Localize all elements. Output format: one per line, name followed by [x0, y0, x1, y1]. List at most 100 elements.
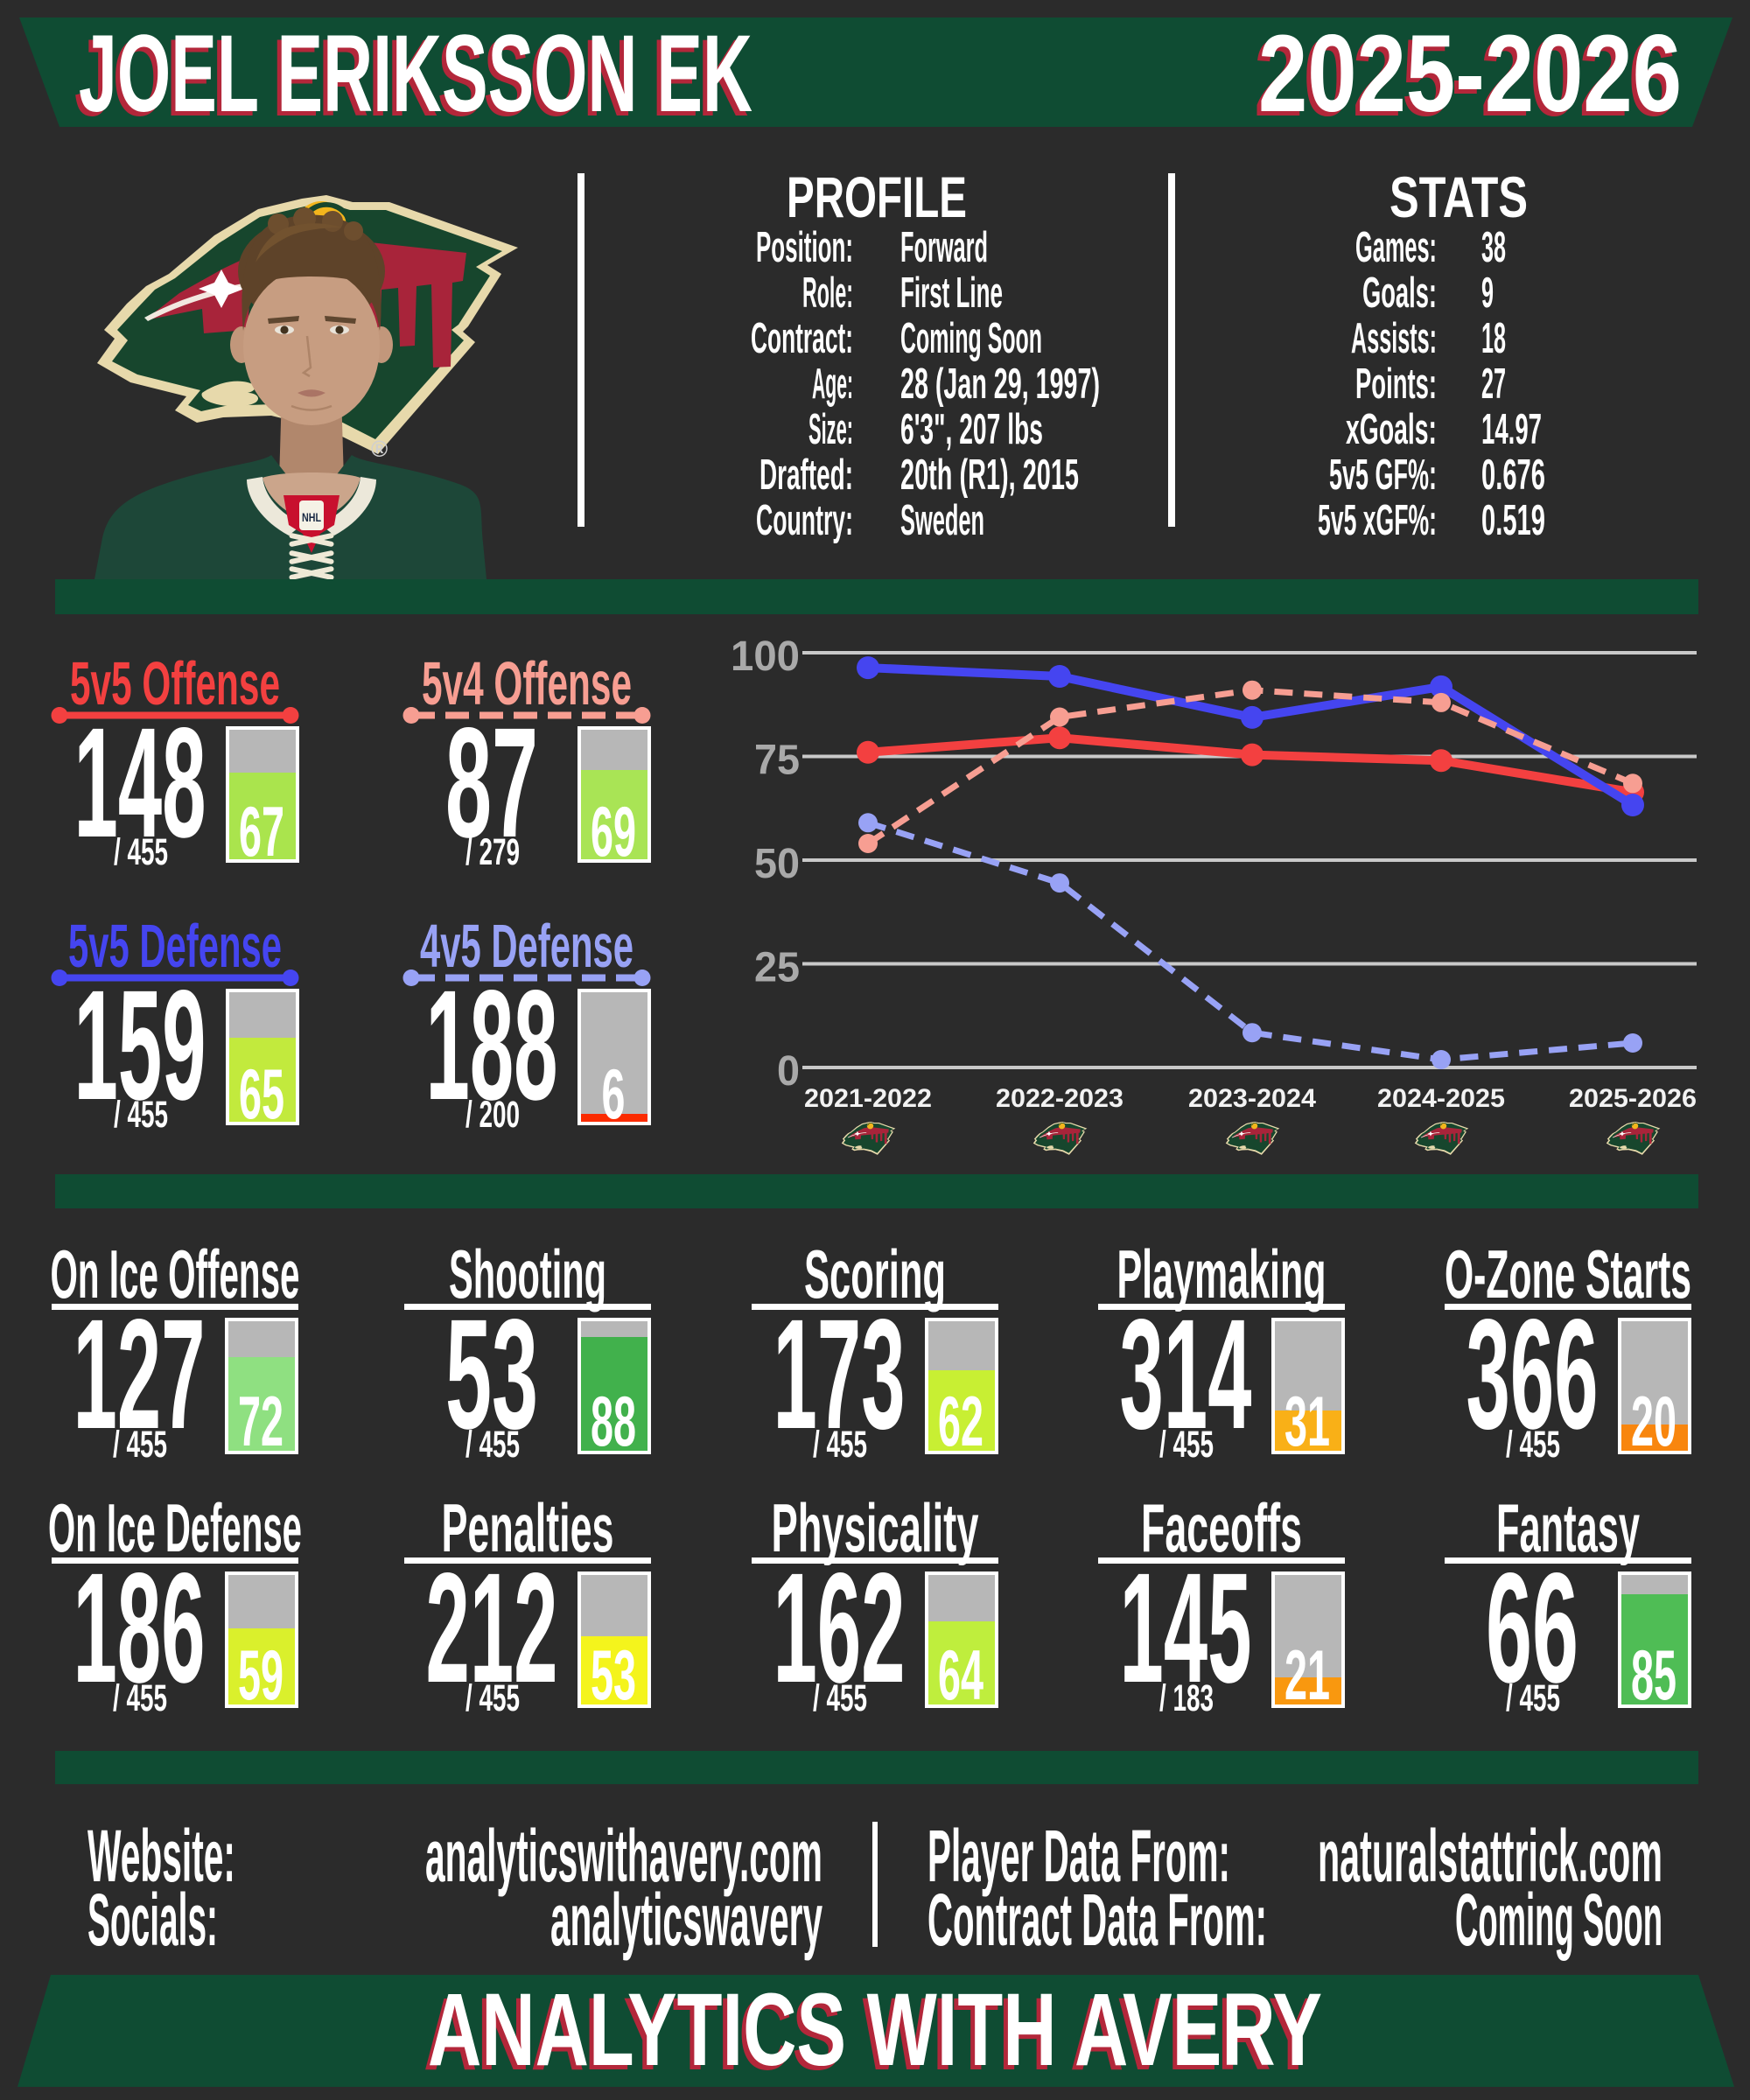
svg-text:186: 186: [74, 1540, 206, 1715]
svg-text:6'3", 207 lbs: 6'3", 207 lbs: [900, 406, 1043, 453]
svg-text:87: 87: [445, 695, 538, 870]
svg-text:Assists:: Assists:: [1351, 315, 1437, 362]
svg-text:Goals:: Goals:: [1362, 270, 1437, 317]
svg-text:xGoals:: xGoals:: [1346, 406, 1437, 453]
svg-text:/ 455: / 455: [113, 1424, 167, 1466]
svg-text:/ 455: / 455: [1506, 1424, 1560, 1466]
svg-text:Country:: Country:: [756, 497, 853, 544]
svg-text:ANALYTICS WITH AVERY: ANALYTICS WITH AVERY: [428, 1972, 1322, 2088]
svg-text:31: 31: [1284, 1382, 1330, 1461]
svg-text:Position:: Position:: [756, 224, 853, 271]
svg-text:Website:: Website:: [88, 1815, 235, 1897]
svg-text:/ 455: / 455: [466, 1677, 520, 1719]
svg-text:27: 27: [1481, 360, 1506, 408]
svg-text:0.519: 0.519: [1481, 497, 1545, 544]
svg-text:Fantasy: Fantasy: [1496, 1489, 1640, 1566]
svg-text:127: 127: [74, 1286, 206, 1461]
svg-text:75: 75: [754, 738, 800, 784]
svg-text:28 (Jan 29, 1997): 28 (Jan 29, 1997): [900, 360, 1100, 408]
svg-text:64: 64: [938, 1636, 984, 1715]
svg-text:0.676: 0.676: [1481, 452, 1545, 499]
svg-text:5v5 Offense: 5v5 Offense: [70, 649, 280, 718]
svg-text:159: 159: [74, 957, 206, 1132]
svg-text:148: 148: [74, 695, 206, 870]
svg-text:53: 53: [591, 1636, 636, 1715]
svg-text:85: 85: [1631, 1636, 1676, 1715]
svg-text:JOEL ERIKSSON EK: JOEL ERIKSSON EK: [74, 18, 748, 139]
svg-text:Role:: Role:: [802, 270, 853, 317]
svg-text:Points:: Points:: [1355, 360, 1437, 408]
svg-text:Drafted:: Drafted:: [760, 452, 853, 499]
svg-text:5v5 xGF%:: 5v5 xGF%:: [1318, 497, 1437, 544]
svg-text:On Ice Defense: On Ice Defense: [48, 1489, 302, 1566]
svg-text:Penalties: Penalties: [442, 1489, 614, 1566]
svg-text:analyticswavery: analyticswavery: [550, 1879, 822, 1961]
svg-text:Scoring: Scoring: [804, 1236, 946, 1312]
svg-text:Socials:: Socials:: [88, 1879, 218, 1961]
svg-text:/ 455: / 455: [1506, 1677, 1560, 1719]
svg-text:JOEL ERIKSSON EK: JOEL ERIKSSON EK: [79, 13, 752, 135]
svg-text:Contract:: Contract:: [751, 315, 853, 362]
svg-text:314: 314: [1120, 1286, 1252, 1461]
svg-text:145: 145: [1120, 1540, 1252, 1715]
svg-text:Games:: Games:: [1355, 224, 1437, 271]
svg-text:/ 455: / 455: [113, 1677, 167, 1719]
svg-text:66: 66: [1486, 1540, 1578, 1715]
svg-text:212: 212: [426, 1540, 558, 1715]
svg-text:NHL: NHL: [302, 510, 321, 524]
svg-text:2024-2025: 2024-2025: [1377, 1084, 1505, 1113]
svg-text:/ 455: / 455: [114, 831, 168, 873]
svg-text:naturalstattrick.com: naturalstattrick.com: [1318, 1815, 1662, 1897]
svg-text:20th (R1), 2015: 20th (R1), 2015: [900, 452, 1079, 499]
svg-text:173: 173: [774, 1286, 906, 1461]
svg-text:2023-2024: 2023-2024: [1188, 1084, 1316, 1113]
svg-text:72: 72: [238, 1382, 284, 1461]
svg-text:25: 25: [754, 945, 800, 991]
svg-text:59: 59: [238, 1636, 284, 1715]
svg-text:Size:: Size:: [808, 406, 853, 453]
svg-text:67: 67: [239, 793, 284, 872]
svg-text:69: 69: [591, 793, 636, 872]
svg-text:366: 366: [1466, 1286, 1599, 1461]
svg-text:Shooting: Shooting: [449, 1236, 606, 1312]
svg-text:14.97: 14.97: [1481, 406, 1542, 453]
svg-text:/ 183: / 183: [1159, 1677, 1214, 1719]
svg-text:/ 455: / 455: [1159, 1424, 1214, 1466]
svg-text:2025-2026: 2025-2026: [1258, 13, 1682, 135]
svg-text:First Line: First Line: [900, 270, 1003, 317]
svg-text:O-Zone Starts: O-Zone Starts: [1445, 1236, 1691, 1312]
svg-text:2025-2026: 2025-2026: [1569, 1084, 1697, 1113]
svg-text:20: 20: [1631, 1382, 1676, 1461]
svg-text:Forward: Forward: [900, 224, 988, 271]
svg-text:5v5 Defense: 5v5 Defense: [68, 912, 282, 980]
svg-text:Age:: Age:: [812, 360, 853, 408]
svg-text:6: 6: [602, 1055, 626, 1134]
svg-text:Player Data From:: Player Data From:: [928, 1815, 1230, 1897]
svg-text:PROFILE: PROFILE: [787, 164, 967, 229]
svg-text:Contract Data From:: Contract Data From:: [928, 1879, 1267, 1961]
svg-text:100: 100: [731, 634, 800, 680]
svg-text:5v5 GF%:: 5v5 GF%:: [1329, 452, 1437, 499]
svg-text:5v4 Offense: 5v4 Offense: [422, 649, 632, 718]
svg-text:50: 50: [754, 841, 800, 887]
svg-text:188: 188: [426, 957, 558, 1132]
svg-text:/ 200: / 200: [466, 1094, 520, 1136]
svg-text:53: 53: [445, 1286, 538, 1461]
svg-text:Physicality: Physicality: [772, 1489, 979, 1566]
svg-text:STATS: STATS: [1390, 164, 1528, 229]
svg-text:0: 0: [777, 1048, 800, 1095]
svg-text:/ 455: / 455: [114, 1094, 168, 1136]
svg-text:4v5 Defense: 4v5 Defense: [420, 912, 634, 980]
svg-text:2025-2026: 2025-2026: [1254, 18, 1677, 139]
svg-text:62: 62: [938, 1382, 984, 1461]
svg-text:Faceoffs: Faceoffs: [1141, 1489, 1302, 1566]
svg-text:18: 18: [1481, 315, 1506, 362]
svg-text:®: ®: [371, 436, 388, 462]
svg-text:2022-2023: 2022-2023: [996, 1084, 1124, 1113]
svg-text:/ 279: / 279: [466, 831, 520, 873]
svg-text:Coming Soon: Coming Soon: [900, 315, 1042, 362]
svg-text:88: 88: [591, 1382, 636, 1461]
svg-text:Sweden: Sweden: [900, 497, 984, 544]
svg-text:/ 455: / 455: [466, 1424, 520, 1466]
svg-text:analyticswithavery.com: analyticswithavery.com: [425, 1815, 822, 1897]
